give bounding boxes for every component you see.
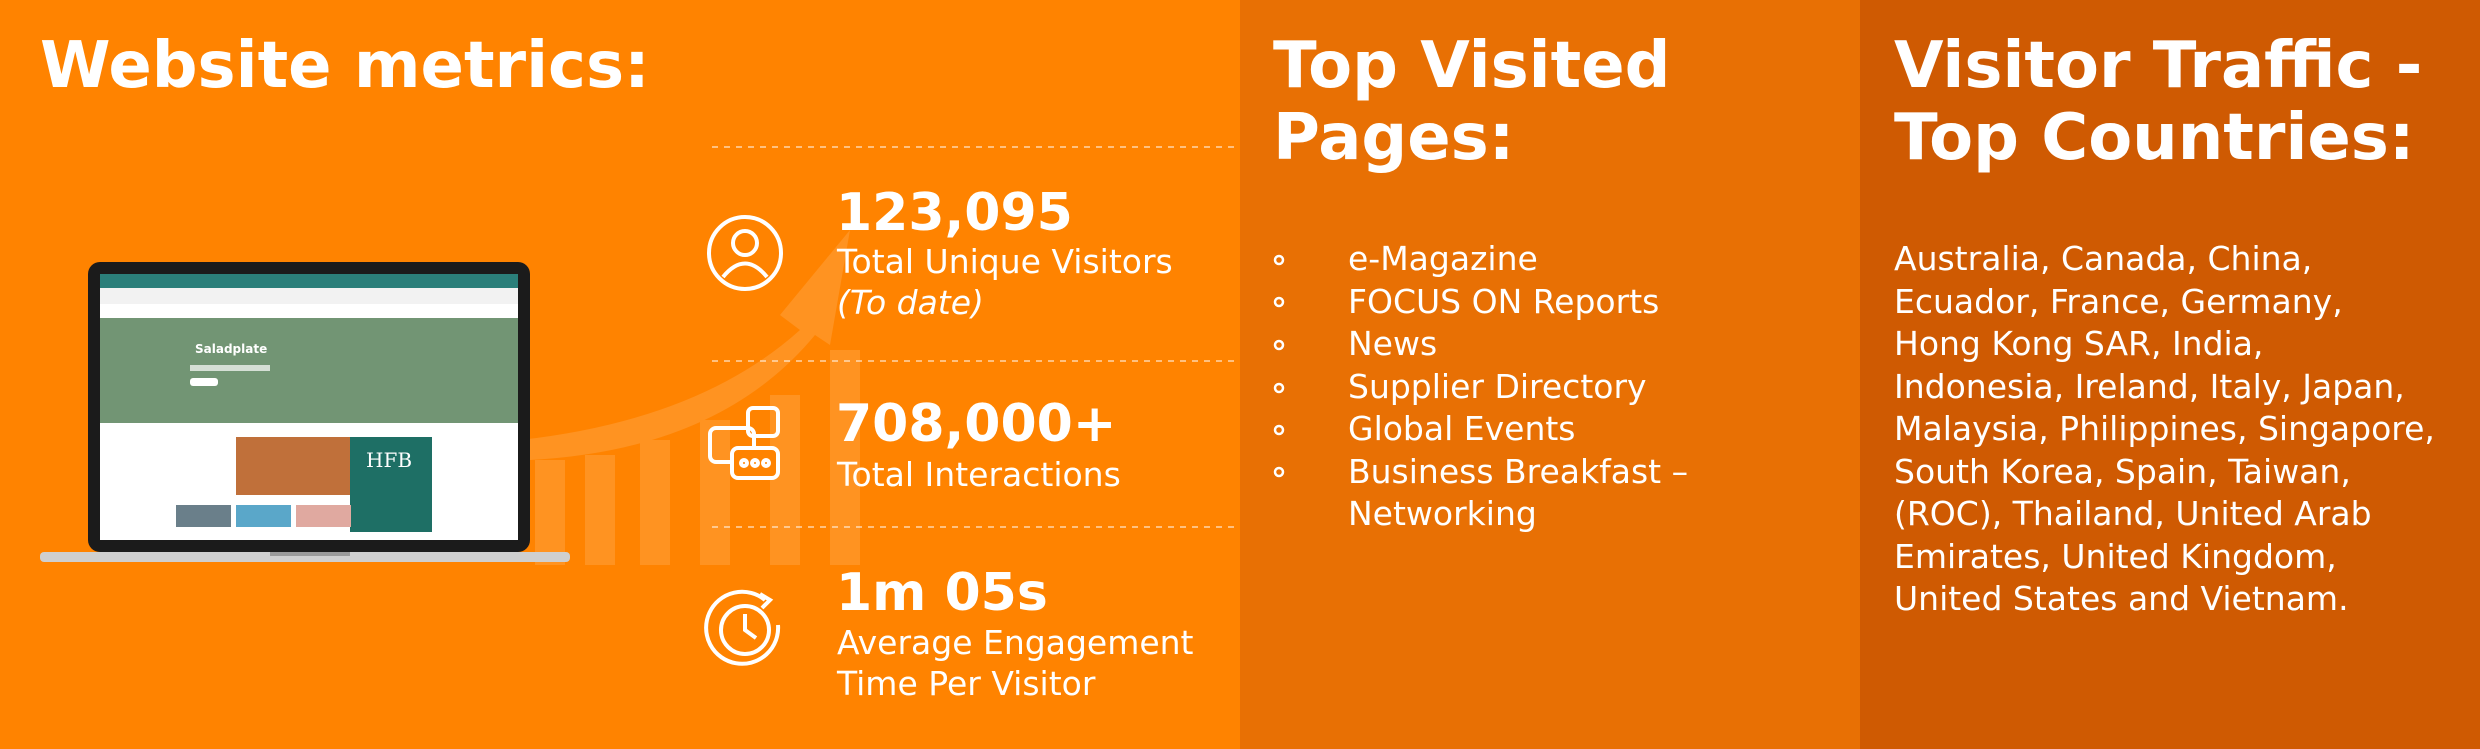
interaction-icon [708, 406, 780, 480]
metric-value: 123,095 [836, 183, 1073, 243]
pages-panel [1240, 0, 1860, 749]
countries-line: Australia, Canada, China, [1894, 239, 2313, 278]
countries-line: Malaysia, Philippines, Singapore, [1894, 409, 2435, 448]
countries-panel [1860, 0, 2480, 749]
page-item: Supplier Directory [1348, 366, 1647, 406]
countries-line: (ROC), Thailand, United Arab [1894, 494, 2372, 533]
metric-label: Total Unique Visitors [837, 242, 1173, 281]
screen-cover: HFB [366, 448, 413, 472]
countries-line: Indonesia, Ireland, Italy, Japan, [1894, 366, 2405, 406]
metrics-title: Website metrics: [40, 29, 650, 103]
countries-line: United States and Vietnam. [1894, 579, 2349, 618]
page-item: Business Breakfast – Networking [1348, 451, 1689, 534]
metric-value: 708,000+ [836, 394, 1117, 454]
countries-line: Hong Kong SAR, India, [1894, 324, 2264, 363]
countries-line: Emirates, United Kingdom, [1894, 536, 2337, 576]
page-item: News [1348, 324, 1438, 363]
page-item: e-Magazine [1348, 239, 1538, 278]
pages-list: e-Magazine FOCUS ON Reports News Supplier D… [1348, 238, 1748, 536]
visitor-icon [707, 215, 783, 291]
countries-text: Australia, Canada, China, Ecuador, France… [1894, 238, 2435, 621]
metric-note: (To date) [837, 283, 984, 322]
pages-title: Top Visited Pages: [1273, 29, 1671, 175]
countries-line: South Korea, Spain, Taiwan, [1894, 451, 2351, 491]
metric-label: Average Engagement Time Per Visitor [837, 623, 1194, 703]
countries-title: Visitor Traffic - Top Countries: [1894, 29, 2423, 175]
dividers [712, 146, 1240, 528]
screen-headline: Saladplate [195, 342, 268, 356]
time-icon [704, 589, 781, 666]
page-item: FOCUS ON Reports [1348, 281, 1660, 321]
metric-value: 1m 05s [836, 563, 1048, 623]
growth-graphic [520, 230, 860, 565]
page-item: Global Events [1348, 409, 1576, 448]
laptop [40, 262, 570, 562]
countries-line: Ecuador, France, Germany, [1894, 281, 2343, 321]
metric-label: Total Interactions [837, 455, 1121, 494]
bullets [1273, 254, 1285, 478]
